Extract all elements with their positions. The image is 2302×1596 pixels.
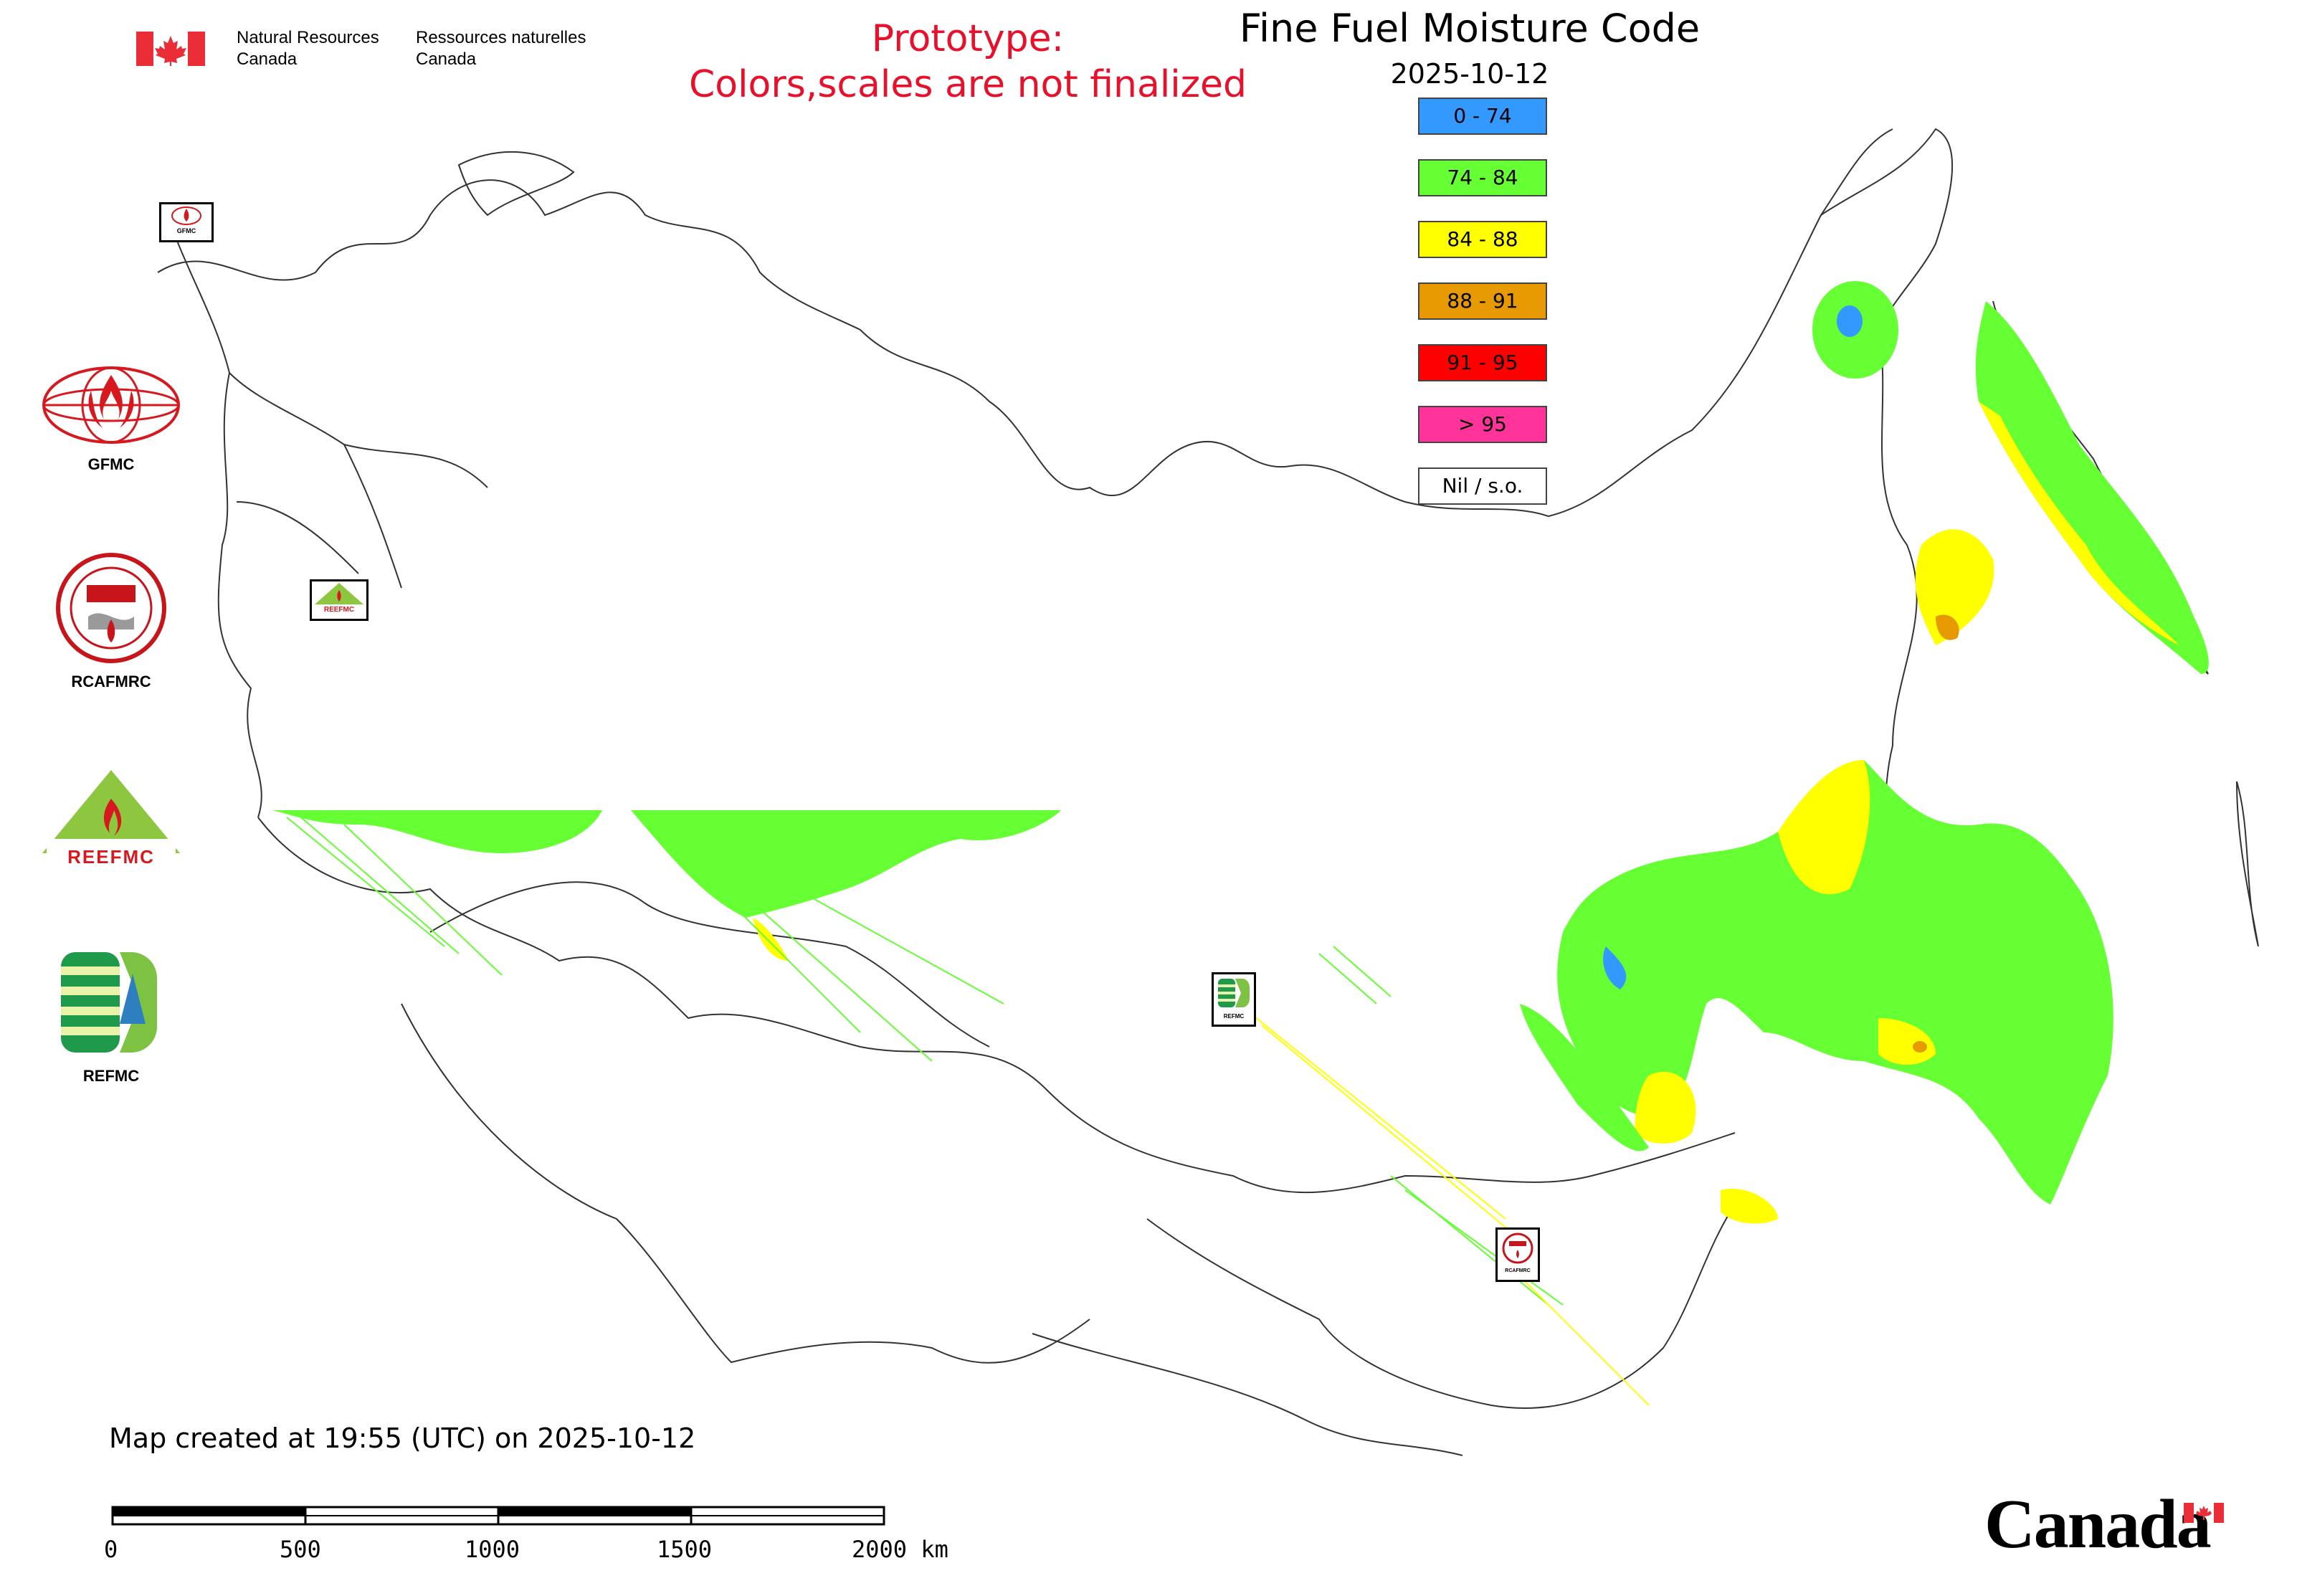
map-marker-refmc[interactable]: REFMC (1212, 972, 1256, 1027)
ffmc-patch-far-east-hot (1913, 1041, 1927, 1053)
reefmc-logo-caption: REEFMC (67, 846, 155, 868)
ffmc-streaks-yellow (1247, 1010, 1650, 1406)
rcafmrc-logo-caption: RCAFMRC (71, 673, 151, 690)
boundary-lines (157, 128, 2259, 1456)
refmc-logo: REFMC (39, 945, 183, 1086)
scale-label-1500: 1500 (657, 1536, 713, 1563)
legend-item-84-88: 84 - 88 (1418, 221, 1547, 258)
scale-label-0: 0 (104, 1536, 118, 1563)
prototype-line-1: Prototype: (871, 17, 1065, 60)
agency-name-en: Natural Resources Canada (237, 28, 379, 69)
map-marker-reefmc-label: REEFMC (323, 606, 355, 614)
map-marker-gfmc-label: GFMC (176, 227, 196, 234)
canada-flag-icon (136, 32, 205, 66)
prototype-notice: Prototype: Colors,scales are not finaliz… (645, 16, 1290, 108)
ffmc-patch-magadan-hot (1936, 614, 1959, 640)
ffmc-patch-kamchatka-dry (1979, 402, 2179, 645)
map-marker-rcafmrc-label: RCAFMRC (1505, 1268, 1531, 1273)
ffmc-data-layer (272, 281, 2209, 1406)
china-border (1032, 1333, 1463, 1456)
ffmc-streaks (286, 817, 1564, 1306)
map-marker-refmc-label: REFMC (1223, 1013, 1245, 1020)
sakhalin-island (2236, 781, 2259, 947)
scale-label-2000: 2000 km (852, 1536, 948, 1563)
legend-item-74-84: 74 - 84 (1418, 159, 1547, 196)
refmc-logo-caption: REFMC (82, 1067, 140, 1085)
reefmc-logo: REEFMC (39, 767, 183, 868)
kazakhstan-border (429, 881, 990, 1048)
europe-internal-border (229, 372, 488, 589)
map-marker-refmc-icon (1218, 979, 1250, 1007)
prototype-line-2: Colors,scales are not finalized (688, 63, 1247, 106)
ffmc-patch-siberia-central (631, 810, 1061, 918)
map-marker-reefmc[interactable]: REEFMC (310, 579, 368, 621)
legend-item-over-95: > 95 (1418, 406, 1547, 443)
gfmc-logo: GFMC (39, 362, 183, 474)
gfmc-emblem-icon (42, 366, 180, 444)
southern-border (257, 817, 1736, 1194)
wordmark-flag-icon (2184, 1503, 2224, 1523)
ffmc-patch-far-east-mid (1878, 1018, 1936, 1065)
reefmc-emblem-icon (42, 770, 180, 858)
western-border (164, 207, 262, 818)
ffmc-patch-lake-baikal-low (1603, 946, 1627, 989)
map-marker-rcafmrc[interactable]: RCAFMRC (1495, 1227, 1540, 1282)
refmc-emblem-icon (61, 952, 157, 1053)
scale-label-1000: 1000 (465, 1536, 520, 1563)
ffmc-patch-far-east-south (1635, 1071, 1696, 1144)
map-title: Fine Fuel Moisture Code (1239, 6, 1701, 51)
ffmc-patch-magadan (1915, 529, 1994, 645)
rcafmrc-logo: RCAFMRC (39, 551, 183, 691)
ffmc-patch-chukotka-low (1837, 305, 1863, 337)
map-marker-gfmc-icon (171, 206, 201, 225)
ffmc-patch-siberia-west (272, 810, 602, 853)
ffmc-patch-far-east-north (1778, 760, 1870, 895)
rcafmrc-emblem-icon (56, 553, 166, 663)
ffmc-patch-siberia-yellow (753, 918, 789, 961)
novaya-zemlya-island (457, 151, 575, 217)
central-asia-border (401, 1003, 1090, 1364)
scale-label-500: 500 (280, 1536, 321, 1563)
legend-item-0-74: 0 - 74 (1418, 98, 1547, 135)
legend-item-88-91: 88 - 91 (1418, 282, 1547, 320)
gfmc-logo-caption: GFMC (87, 455, 135, 473)
chukotka-coastline (1820, 128, 1954, 331)
map-marker-reefmc-icon (315, 583, 363, 604)
map-marker-gfmc[interactable]: GFMC (159, 202, 214, 242)
scale-bar (111, 1506, 885, 1526)
legend-item-91-95: 91 - 95 (1418, 344, 1547, 381)
mongolia-border (1146, 1204, 1736, 1409)
ffmc-patch-baikal-streaks (1520, 1004, 1649, 1151)
ffmc-patch-kamchatka (1975, 301, 2209, 674)
map-marker-rcafmrc-icon (1502, 1232, 1533, 1264)
ffmc-patch-border-yellow (1721, 1189, 1778, 1224)
map-date: 2025-10-12 (1390, 58, 1549, 90)
map-created-timestamp: Map created at 19:55 (UTC) on 2025-10-12 (109, 1422, 696, 1454)
arctic-coastline (157, 128, 1893, 518)
ffmc-patch-far-east (1557, 760, 2113, 1205)
agency-name-fr: Ressources naturelles Canada (416, 28, 586, 69)
legend-item-nil: Nil / s.o. (1418, 467, 1547, 505)
canada-wordmark: Canada (1984, 1486, 2212, 1563)
